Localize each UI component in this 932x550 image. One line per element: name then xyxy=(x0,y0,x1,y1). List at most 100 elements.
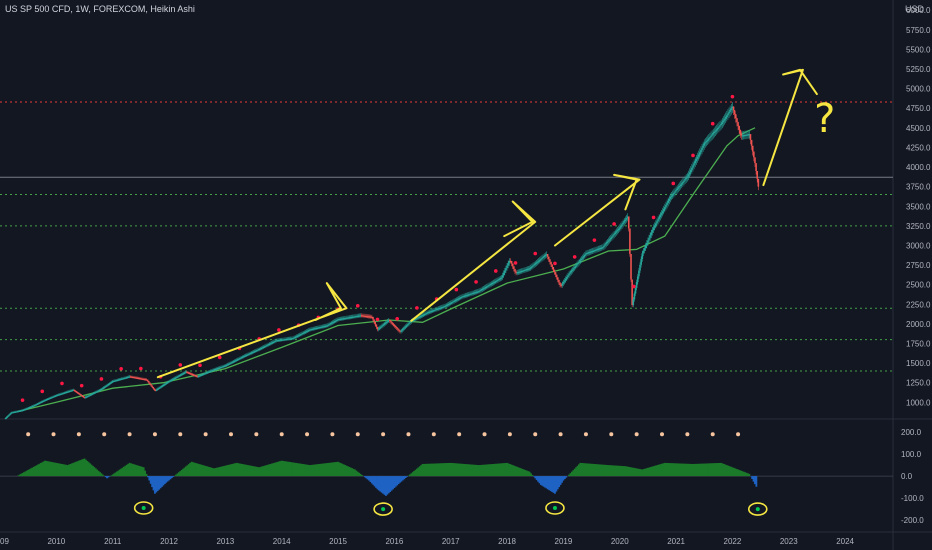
candle-body xyxy=(211,370,213,372)
candle-body xyxy=(195,375,197,377)
candle-body xyxy=(274,340,276,343)
candle-body xyxy=(617,228,620,231)
candle-body xyxy=(259,348,262,350)
candle-body xyxy=(331,322,334,324)
candle-body xyxy=(363,315,365,317)
candle-body xyxy=(305,331,308,333)
candle-body xyxy=(158,387,160,390)
candle-body xyxy=(442,306,444,308)
candle-body xyxy=(662,209,665,212)
candle-body xyxy=(304,331,307,333)
oscillator-axis[interactable]: -200.0 -100.0 0.0 100.0 200.0 xyxy=(901,428,924,525)
candle-body xyxy=(712,133,715,135)
symbol-title[interactable]: US SP 500 CFD, 1W, FOREXCOM, Heikin Ashi xyxy=(5,4,195,14)
candle-body xyxy=(723,118,726,121)
candle-body xyxy=(677,187,680,189)
candle-body xyxy=(189,373,192,375)
candle-body xyxy=(114,380,116,382)
candle-body xyxy=(438,307,441,310)
candle-body xyxy=(756,170,759,179)
candle-body xyxy=(419,316,422,318)
candle-body xyxy=(496,280,498,282)
candle-body xyxy=(660,213,663,216)
candle-body xyxy=(475,291,478,293)
candle-body xyxy=(516,272,519,274)
candle-body xyxy=(480,289,482,291)
signal-marker xyxy=(651,215,656,220)
candle-body xyxy=(310,329,312,331)
candle-body xyxy=(418,316,420,318)
candle-body xyxy=(327,324,329,327)
candle-body xyxy=(607,240,610,242)
candle-body xyxy=(186,371,188,373)
price-tick-label: 5500.0 xyxy=(906,45,931,54)
candle-body xyxy=(550,261,552,265)
time-tick-label: 2024 xyxy=(836,537,854,546)
candle-body xyxy=(655,223,657,226)
candle-body xyxy=(499,278,502,280)
price-candles xyxy=(4,94,760,420)
candle-body xyxy=(543,255,546,258)
candle-body xyxy=(56,394,59,397)
candle-body xyxy=(226,364,229,366)
candle-body xyxy=(426,312,428,314)
price-tick-label: 4500.0 xyxy=(906,124,931,133)
candle-body xyxy=(180,374,183,376)
candle-body xyxy=(613,233,615,236)
oscillator-top-dot xyxy=(152,432,157,437)
candle-body xyxy=(400,330,402,332)
candle-body xyxy=(87,395,89,398)
candle-body xyxy=(307,329,310,332)
candle-body xyxy=(541,257,543,260)
candle-body xyxy=(178,375,180,377)
candle-body xyxy=(71,390,73,392)
candle-body xyxy=(109,382,112,384)
candle-body xyxy=(47,398,50,400)
candle-body xyxy=(242,356,245,358)
candle-body xyxy=(449,302,452,304)
candle-body xyxy=(286,338,289,340)
candle-body xyxy=(26,408,28,410)
candle-body xyxy=(89,394,91,396)
candle-body xyxy=(749,134,752,140)
candle-body xyxy=(706,139,709,141)
candle-body xyxy=(359,315,362,317)
candle-body xyxy=(666,202,668,206)
candle-body xyxy=(393,324,396,326)
candle-body xyxy=(719,125,721,127)
price-tick-label: 2500.0 xyxy=(906,281,931,290)
candle-body xyxy=(231,362,233,364)
candle-body xyxy=(105,385,107,388)
candle-body xyxy=(208,371,211,373)
candle-body xyxy=(36,403,38,406)
candle-body xyxy=(384,322,387,324)
price-axis[interactable]: 1000.0 1250.0 1500.0 1750.0 2000.0 2250.0 2500… xyxy=(906,6,931,407)
candle-body xyxy=(700,150,702,153)
candle-body xyxy=(647,240,649,243)
candle-body xyxy=(64,392,67,394)
drawn-question-mark: ? xyxy=(814,96,835,142)
candle-body xyxy=(609,237,612,240)
candle-body xyxy=(203,373,205,375)
candle-body xyxy=(522,270,524,272)
oscillator-top-dot xyxy=(203,432,208,437)
candle-body xyxy=(20,410,23,412)
time-tick-label: 2011 xyxy=(104,537,122,546)
candle-body xyxy=(154,389,157,392)
candle-body xyxy=(593,250,595,252)
drawn-arrow xyxy=(410,200,537,322)
time-axis[interactable]: 2009 2010 2011 2012 2013 2014 2015 2016 2017 2018… xyxy=(0,537,855,546)
candle-body xyxy=(472,292,475,294)
signal-marker xyxy=(198,363,202,368)
candle-body xyxy=(230,362,232,364)
candle-body xyxy=(123,378,125,380)
candle-body xyxy=(381,325,383,327)
candle-body xyxy=(131,376,133,378)
candle-body xyxy=(358,315,361,317)
signal-marker xyxy=(375,317,380,322)
candle-body xyxy=(751,145,754,152)
candle-body xyxy=(153,388,156,390)
candle-body xyxy=(456,298,459,301)
